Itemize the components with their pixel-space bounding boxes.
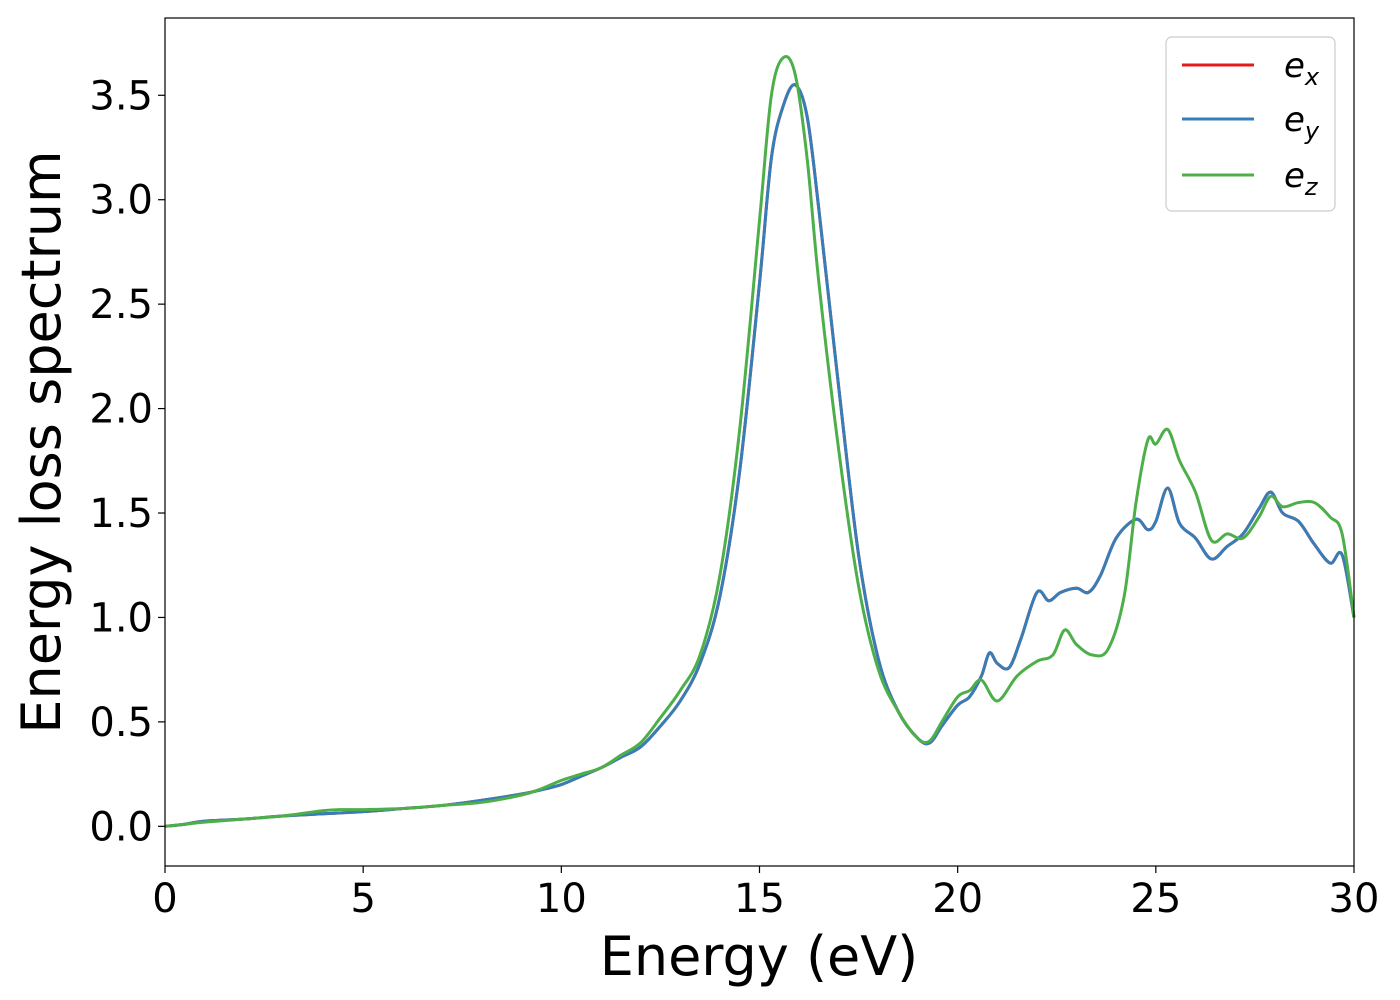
- y-tick-label: 2.5: [89, 282, 153, 328]
- x-tick-label: 0: [152, 876, 177, 922]
- y-tick-label: 0.0: [89, 804, 153, 850]
- legend-label-e-x-sub: x: [1304, 63, 1320, 91]
- legend: ex ey ez: [1165, 36, 1336, 212]
- y-tick-label: 0.5: [89, 700, 153, 746]
- legend-label-e-z-sub: z: [1304, 173, 1319, 201]
- x-axis-label: Energy (eV): [600, 925, 919, 988]
- series-line-e-z: [164, 54, 1356, 828]
- x-tick-label: 10: [536, 876, 587, 922]
- x-tick-label: 20: [932, 876, 983, 922]
- x-axis-ticks: 0 5 10 15 20 25 30: [152, 866, 1379, 922]
- y-tick-label: 3.0: [89, 178, 153, 224]
- legend-label-e-x-base: e: [1284, 46, 1305, 86]
- y-tick-label: 1.0: [89, 595, 153, 641]
- x-tick-label: 5: [350, 876, 375, 922]
- y-tick-label: 1.5: [89, 491, 153, 537]
- legend-label-e-y: ey: [1284, 100, 1320, 145]
- legend-frame: [1165, 36, 1336, 212]
- y-axis-ticks: 0.0 0.5 1.0 1.5 2.0 2.5 3.0 3.5: [89, 73, 165, 850]
- legend-label-e-z-base: e: [1284, 156, 1305, 196]
- x-tick-label: 25: [1130, 876, 1181, 922]
- series-layer: [164, 54, 1356, 828]
- legend-label-e-y-base: e: [1284, 100, 1305, 140]
- x-tick-label: 15: [734, 876, 785, 922]
- legend-label-e-x: ex: [1284, 46, 1320, 91]
- legend-label-e-y-sub: y: [1304, 117, 1320, 145]
- legend-label-e-z: ez: [1284, 156, 1319, 201]
- y-tick-label: 3.5: [89, 73, 153, 119]
- y-tick-label: 2.0: [89, 387, 153, 433]
- y-axis-label: Energy loss spectrum: [10, 150, 73, 733]
- x-tick-label: 30: [1329, 876, 1380, 922]
